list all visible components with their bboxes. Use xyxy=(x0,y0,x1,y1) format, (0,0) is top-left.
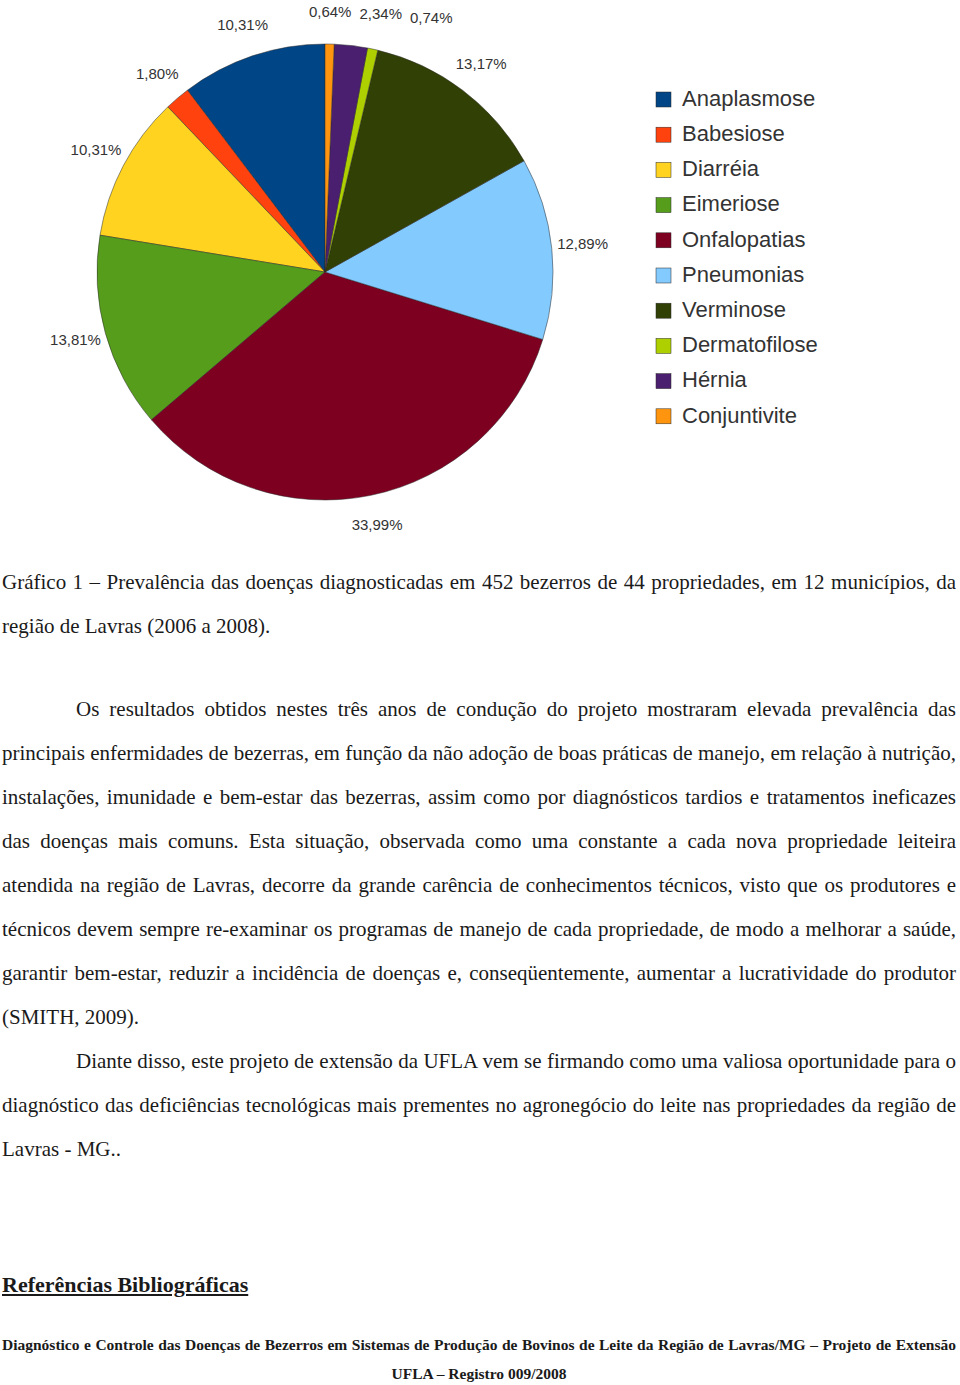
data-label: 13,81% xyxy=(50,331,101,348)
legend-swatch xyxy=(656,198,671,213)
legend-label: Pneumonias xyxy=(682,262,804,287)
section-heading: Referências Bibliográficas xyxy=(2,1272,956,1298)
data-label: 33,99% xyxy=(352,516,403,533)
legend-label: Onfalopatias xyxy=(682,227,806,252)
legend-swatch xyxy=(656,374,671,389)
legend-label: Conjuntivite xyxy=(682,403,797,428)
page-footer: Diagnóstico e Controle das Doenças de Be… xyxy=(2,1330,956,1385)
legend-item: Pneumonias xyxy=(656,262,804,287)
legend-swatch xyxy=(656,268,671,283)
legend-item: Diarréia xyxy=(656,156,760,181)
legend-swatch xyxy=(656,409,671,424)
legend-item: Verminose xyxy=(656,297,786,322)
pie xyxy=(97,44,553,500)
pie-slice xyxy=(325,44,367,272)
data-label: 0,74% xyxy=(410,9,453,26)
legend-label: Diarréia xyxy=(682,156,760,181)
legend-item: Dermatofilose xyxy=(656,332,818,357)
legend-item: Hérnia xyxy=(656,367,748,392)
legend-label: Verminose xyxy=(682,297,786,322)
legend-swatch xyxy=(656,338,671,353)
pie-slice xyxy=(325,44,334,272)
legend-label: Dermatofilose xyxy=(682,332,818,357)
legend-swatch xyxy=(656,233,671,248)
pie-chart: 10,31% 1,80% 10,31% 13,81% 33,99% 12,89% 13,17… xyxy=(0,0,960,545)
legend-swatch xyxy=(656,303,671,318)
legend-label: Babesiose xyxy=(682,121,785,146)
legend-swatch xyxy=(656,162,671,177)
legend-item: Babesiose xyxy=(656,121,785,146)
legend-item: Anaplasmose xyxy=(656,86,815,111)
legend-item: Eimeriose xyxy=(656,191,780,216)
figure-caption: Gráfico 1 – Prevalência das doenças diag… xyxy=(2,560,956,648)
paragraph: Os resultados obtidos nestes três anos d… xyxy=(2,687,956,1039)
legend-label: Eimeriose xyxy=(682,191,780,216)
data-label: 10,31% xyxy=(71,141,122,158)
legend-swatch xyxy=(656,127,671,142)
legend-item: Onfalopatias xyxy=(656,227,806,252)
data-label: 1,80% xyxy=(136,65,179,82)
data-label: 10,31% xyxy=(217,16,268,33)
legend-label: Hérnia xyxy=(682,367,748,392)
data-label: 0,64% xyxy=(309,3,352,20)
legend-label: Anaplasmose xyxy=(682,86,815,111)
body-text: Os resultados obtidos nestes três anos d… xyxy=(2,687,956,1171)
data-label: 2,34% xyxy=(359,5,402,22)
legend-swatch xyxy=(656,92,671,107)
legend-item: Conjuntivite xyxy=(656,403,797,428)
data-label: 13,17% xyxy=(456,55,507,72)
legend: Anaplasmose Babesiose Diarréia Eimeriose Onf… xyxy=(656,86,818,428)
data-label: 12,89% xyxy=(557,235,608,252)
paragraph: Diante disso, este projeto de extensão d… xyxy=(2,1039,956,1171)
